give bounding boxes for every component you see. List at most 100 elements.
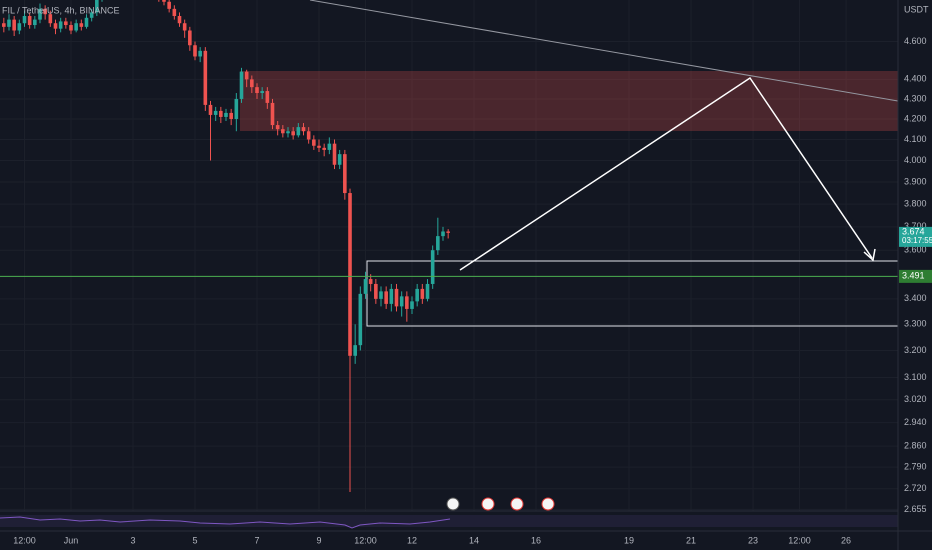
- candle-body: [270, 102, 275, 126]
- candle-body: [33, 19, 37, 26]
- candle-body: [281, 129, 285, 134]
- candle-body: [436, 236, 440, 251]
- y-tick-label: 3.600: [904, 245, 927, 255]
- y-tick-label: 2.720: [904, 483, 927, 493]
- candle-body: [213, 110, 218, 115]
- y-tick-label: 2.860: [904, 440, 927, 450]
- candle-body: [410, 301, 414, 309]
- candle-body: [312, 139, 316, 146]
- x-tick-label: Jun: [64, 535, 79, 545]
- candle-body: [239, 71, 244, 99]
- event-icon[interactable]: [446, 497, 460, 511]
- trend-line: [309, 0, 899, 102]
- grid: [0, 0, 898, 511]
- y-tick-label: 3.700: [904, 221, 927, 231]
- x-tick-label: 12:00: [788, 535, 811, 545]
- x-tick-label: 7: [254, 535, 259, 545]
- candle-body: [358, 293, 363, 346]
- candle-body: [379, 291, 383, 299]
- y-tick-label: 4.300: [904, 93, 927, 103]
- candle-body: [250, 79, 254, 88]
- y-tick-label: 3.200: [904, 345, 927, 355]
- candle-body: [224, 112, 228, 117]
- candle-body: [384, 291, 388, 304]
- candle-body: [17, 23, 22, 31]
- event-icon[interactable]: [541, 497, 555, 511]
- x-tick-label: 26: [841, 535, 851, 545]
- candle-body: [405, 296, 409, 309]
- y-tick-label: 3.900: [904, 176, 927, 186]
- symbol-title: FIL / TetherUS, 4h, BINANCE: [2, 5, 120, 15]
- candle-body: [7, 19, 11, 27]
- rsi-line: [0, 516, 451, 529]
- current-price-box: [899, 226, 932, 247]
- candle-body: [363, 279, 368, 294]
- candle-body: [348, 193, 352, 356]
- candle-body: [95, 0, 99, 13]
- candle-body: [296, 127, 301, 136]
- y-tick-label: 4.600: [904, 36, 927, 46]
- candle-body: [48, 14, 53, 24]
- price-line-box: [899, 269, 932, 283]
- x-tick-label: 14: [469, 535, 479, 545]
- candle-body: [219, 110, 223, 117]
- candle-body: [162, 0, 166, 2]
- candle-body: [337, 154, 342, 165]
- y-tick-label: 4.100: [904, 134, 927, 144]
- candle-body: [332, 143, 337, 165]
- event-icons: [446, 497, 555, 511]
- candle-body: [79, 23, 84, 27]
- candle-body: [317, 145, 321, 148]
- x-tick-label: 23: [748, 535, 758, 545]
- x-tick-label: 12:00: [354, 535, 377, 545]
- y-tick-label: 2.940: [904, 417, 927, 427]
- candle-body: [389, 288, 394, 304]
- candle-body: [399, 296, 404, 307]
- candle-body: [415, 288, 419, 302]
- x-tick-label: 12:00: [13, 535, 36, 545]
- candle-body: [27, 16, 32, 26]
- price-labels: 3.674 03:17:55 3.491: [899, 226, 932, 283]
- candle-body: [394, 288, 399, 307]
- candle-body: [260, 91, 264, 94]
- x-tick-label: 12: [407, 535, 417, 545]
- price-line-label: 3.491: [902, 271, 925, 281]
- candle-body: [255, 87, 259, 94]
- candle-body: [12, 19, 16, 31]
- candle-body: [69, 25, 73, 31]
- countdown-label: 03:17:55: [902, 236, 932, 245]
- event-icon[interactable]: [481, 497, 495, 511]
- candle-body: [193, 45, 197, 57]
- candle-body: [368, 279, 373, 284]
- candle-body: [234, 98, 239, 119]
- candle-body: [208, 104, 213, 115]
- candle-body: [420, 288, 425, 299]
- x-tick-label: 16: [531, 535, 541, 545]
- candle-body: [58, 21, 63, 29]
- candles: [2, 0, 450, 492]
- event-icon[interactable]: [510, 497, 524, 511]
- candle-body: [275, 125, 280, 130]
- y-tick-label: 3.800: [904, 199, 927, 209]
- candle-body: [343, 154, 347, 194]
- y-tick-label: 2.655: [904, 504, 927, 514]
- candle-body: [291, 131, 295, 136]
- candle-body: [198, 50, 202, 57]
- candle-body: [286, 131, 290, 134]
- arrow-head: [863, 248, 876, 262]
- y-tick-label: 2.790: [904, 462, 927, 472]
- candle-body: [167, 1, 171, 9]
- candle-body: [446, 231, 450, 233]
- candle-body: [22, 16, 27, 24]
- candle-body: [89, 12, 94, 18]
- candle-body: [353, 345, 357, 356]
- x-tick-label: 21: [686, 535, 696, 545]
- candle-body: [244, 71, 249, 80]
- candle-body: [74, 23, 78, 31]
- y-tick-label: 3.020: [904, 394, 927, 404]
- candle-body: [43, 8, 47, 15]
- candle-body: [182, 23, 187, 31]
- price-unit: USDT: [904, 4, 929, 14]
